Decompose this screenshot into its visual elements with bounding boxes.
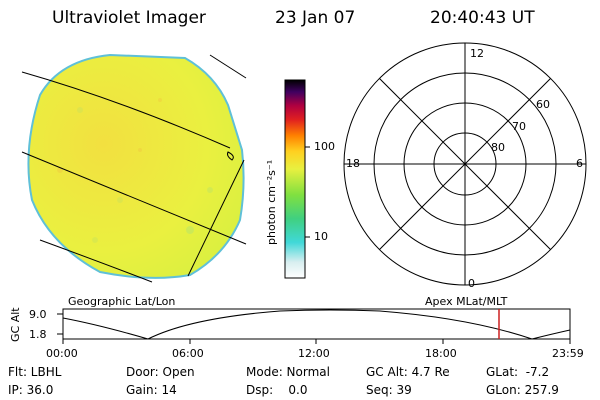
orbit-strip bbox=[57, 308, 571, 344]
ytick-label-9: 9.0 bbox=[29, 308, 47, 321]
polar-label-18: 18 bbox=[346, 157, 360, 170]
geo-grid-lines bbox=[21, 54, 247, 283]
status-door: Door: Open bbox=[126, 365, 195, 379]
status-filter: Flt: LBHL bbox=[8, 365, 62, 379]
time-label: 20:40:43 UT bbox=[430, 8, 535, 28]
status-glat: GLat: -7.2 bbox=[486, 365, 550, 379]
polar-label-12: 12 bbox=[470, 47, 484, 60]
xtick-2359: 23:59 bbox=[552, 347, 584, 360]
polar-lat-70: 70 bbox=[512, 120, 526, 133]
ytick-label-1_8: 1.8 bbox=[29, 328, 47, 341]
xtick-1200: 12:00 bbox=[298, 347, 330, 360]
earth-disk-image bbox=[21, 53, 247, 283]
xtick-0000: 00:00 bbox=[46, 347, 78, 360]
status-ip: IP: 36.0 bbox=[8, 383, 54, 397]
status-glon: GLon: 257.9 bbox=[486, 383, 559, 397]
polar-plot bbox=[343, 42, 587, 286]
altitude-curve bbox=[62, 309, 571, 340]
apex-mlat-label: Apex MLat/MLT bbox=[425, 295, 508, 308]
status-gc-alt: GC Alt: 4.7 Re bbox=[366, 365, 450, 379]
polar-label-0: 0 bbox=[468, 277, 475, 290]
status-dsp: Dsp: 0.0 bbox=[246, 383, 308, 397]
disk-shape bbox=[27, 53, 245, 279]
gc-alt-axis-label: GC Alt bbox=[9, 307, 22, 342]
status-seq: Seq: 39 bbox=[366, 383, 412, 397]
geo-latlon-label: Geographic Lat/Lon bbox=[68, 295, 176, 308]
date-label: 23 Jan 07 bbox=[275, 8, 356, 28]
colorbar-unit-label: photon cm⁻²s⁻¹ bbox=[265, 159, 278, 245]
status-mode: Mode: Normal bbox=[246, 365, 330, 379]
polar-lat-80: 80 bbox=[491, 141, 505, 154]
polar-label-6: 6 bbox=[576, 157, 583, 170]
xtick-0600: 06:00 bbox=[172, 347, 204, 360]
polar-diagonal-2 bbox=[379, 78, 551, 250]
status-gain: Gain: 14 bbox=[126, 383, 177, 397]
colorbar bbox=[284, 79, 306, 279]
polar-lat-60: 60 bbox=[536, 98, 550, 111]
colorbar-label-10: 10 bbox=[314, 230, 328, 243]
instrument-title: Ultraviolet Imager bbox=[52, 8, 206, 28]
orbit-frame bbox=[62, 308, 571, 340]
colorbar-label-100: 100 bbox=[314, 140, 335, 153]
xtick-1800: 18:00 bbox=[425, 347, 457, 360]
